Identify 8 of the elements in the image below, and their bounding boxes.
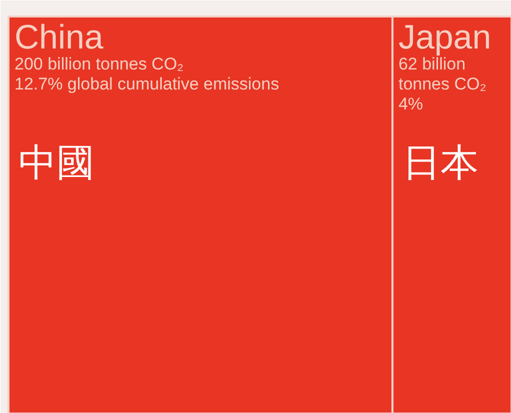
category-label: China bbox=[14, 18, 104, 56]
category-label: Japan bbox=[398, 18, 492, 56]
text: 日本 bbox=[402, 140, 478, 184]
text: 4% bbox=[398, 94, 424, 114]
data-label: 62 billion tonnes CO₂ bbox=[398, 54, 486, 94]
data-label: 200 billion tonnes CO₂ bbox=[14, 54, 184, 74]
text: 中國 bbox=[18, 140, 94, 184]
text: 12.7% global cumulative emissions bbox=[14, 74, 280, 94]
